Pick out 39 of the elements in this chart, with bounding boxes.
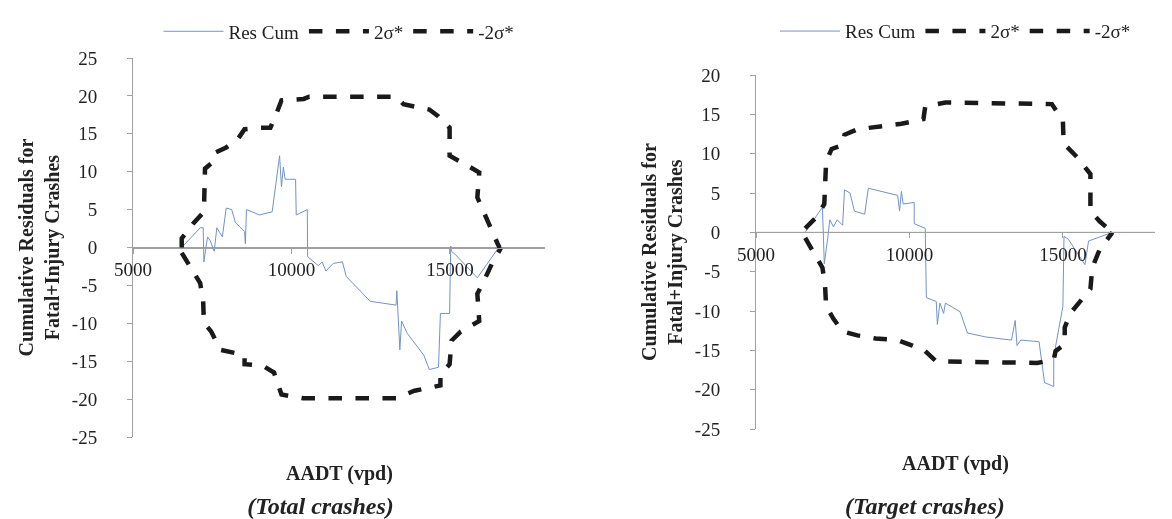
- y-tick-label: -20: [71, 388, 98, 410]
- y-tick-label: 15: [78, 123, 98, 145]
- y-tick-label: -5: [81, 275, 98, 297]
- y-tick-label: -10: [71, 312, 98, 334]
- y-tick-label: 10: [78, 161, 98, 183]
- legend-label: 2σ*: [373, 21, 404, 43]
- y-tick-label: 15: [701, 103, 721, 125]
- legend-label: Res Cum: [845, 21, 916, 43]
- x-tick-label: 5000: [737, 244, 775, 266]
- x-tick-label: 10000: [267, 259, 316, 281]
- y-tick-label: 0: [87, 237, 98, 259]
- x-axis-title: AADT (vpd): [286, 462, 393, 485]
- y-tick-label: -5: [704, 261, 721, 283]
- y-axis-title: Cumulative Residuals for Fatal+Injury Crashes: [638, 142, 688, 361]
- y-tick-label: 25: [78, 47, 98, 69]
- legend-label: -2σ*: [478, 21, 514, 43]
- x-tick-label: 15000: [1039, 244, 1087, 266]
- y-tick-label: -10: [694, 300, 721, 322]
- x-tick-label: 15000: [426, 259, 474, 281]
- y-tick-label: 20: [78, 85, 98, 107]
- x-tick-label: 10000: [885, 244, 934, 266]
- y-tick-label: -25: [71, 426, 98, 448]
- x-tick-label: 5000: [114, 259, 152, 281]
- y-tick-label: 0: [710, 221, 721, 243]
- legend-label: -2σ*: [1094, 21, 1131, 43]
- x-axis-title: AADT (vpd): [902, 452, 1009, 475]
- y-tick-label: 5: [87, 199, 98, 221]
- legend-label: 2σ*: [990, 21, 1020, 43]
- y-tick-label: -15: [694, 339, 721, 361]
- text: (Target crashes): [845, 492, 1005, 519]
- y-tick-label: -20: [694, 379, 721, 401]
- y-tick-label: 5: [710, 182, 721, 204]
- y-tick-label: -15: [71, 350, 98, 372]
- legend-label: Res Cum: [228, 21, 299, 43]
- y-tick-label: 10: [701, 143, 721, 165]
- y-tick-label: -25: [694, 418, 721, 440]
- y-tick-label: 20: [701, 64, 721, 86]
- y-axis-title: Cumulative Residuals for Fatal+Injury Crashes: [15, 138, 65, 357]
- text: (Total crashes): [247, 492, 394, 519]
